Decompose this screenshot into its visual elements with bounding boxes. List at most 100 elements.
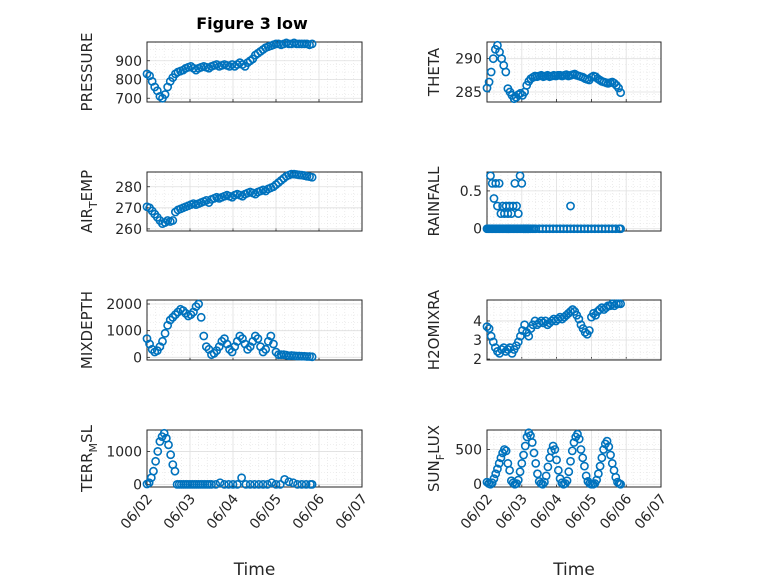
data-point (307, 479, 317, 489)
data-point (219, 479, 229, 489)
data-point (196, 312, 206, 322)
data-point (574, 434, 584, 444)
series-markers (142, 169, 317, 229)
data-point (538, 479, 548, 489)
data-point (494, 178, 504, 188)
data-point (513, 209, 523, 219)
data-point (501, 446, 511, 456)
x-tick-label: 06/03 (493, 491, 531, 532)
data-point (147, 344, 157, 354)
data-point (243, 344, 253, 354)
y-axis-label: MIXDEPTH (78, 291, 96, 369)
data-point (307, 352, 317, 362)
data-point (488, 54, 498, 64)
data-point (302, 352, 312, 361)
data-point (266, 331, 276, 341)
data-point (589, 308, 598, 318)
data-point (578, 453, 588, 463)
data-point (616, 299, 626, 309)
subplot-theta: 285 290 THETA (425, 40, 662, 104)
data-point (241, 479, 251, 489)
data-point (489, 194, 499, 203)
subplot-pressure: 700 800 900 PRESSURE (78, 33, 363, 111)
data-point (232, 479, 242, 489)
data-point (581, 471, 591, 481)
y-tick-label: 2000 (106, 297, 142, 313)
x-tick-label: 06/06 (290, 491, 328, 532)
y-tick-label: 3 (473, 333, 482, 349)
subplot-mixdepth: 0 1000 2000 MIXDEPTH (78, 291, 363, 369)
data-point (235, 331, 245, 341)
y-tick-label: 800 (115, 73, 142, 89)
data-point (531, 458, 541, 468)
y-tick-label: 500 (455, 442, 482, 458)
data-point (616, 224, 626, 234)
data-point (297, 479, 307, 489)
data-point (491, 469, 501, 479)
y-tick-label: 290 (455, 52, 482, 68)
data-point (288, 478, 298, 488)
y-axis-label: TERRMSL (78, 424, 100, 493)
data-point (593, 469, 603, 479)
data-point (258, 347, 268, 357)
y-tick-label: 4 (473, 314, 482, 330)
y-axis-label: H2OMIXRA (425, 289, 443, 370)
data-point (269, 339, 278, 349)
data-point (524, 331, 534, 341)
data-point (568, 305, 578, 314)
data-point (527, 438, 537, 447)
subplot-rainfall: 0 0.5 RAINFALL (425, 166, 662, 238)
data-point (253, 334, 263, 344)
data-point (607, 299, 617, 309)
y-axis-label: SUNFLUX (425, 425, 447, 492)
data-point (168, 216, 178, 225)
x-axis-label: Time (233, 560, 276, 580)
data-point (516, 88, 525, 98)
data-point (484, 324, 494, 333)
data-point (186, 310, 196, 320)
series-markers (142, 38, 317, 103)
data-point (224, 479, 234, 489)
y-axis-label: AIRTEMP (78, 170, 100, 233)
y-tick-label: 0.5 (460, 184, 482, 200)
series-markers (482, 428, 626, 489)
x-tick-label: 06/05 (247, 491, 285, 532)
data-point (499, 445, 509, 454)
data-point (536, 316, 546, 326)
data-point (170, 310, 180, 320)
y-tick-label: 1000 (106, 444, 142, 460)
data-point (228, 479, 238, 489)
data-point (482, 322, 492, 332)
data-point (258, 479, 268, 489)
y-tick-label: 900 (115, 54, 142, 70)
data-point (194, 299, 203, 309)
data-point (567, 446, 577, 456)
data-point (496, 453, 506, 463)
y-tick-label: 0 (133, 350, 142, 366)
x-tick-label: 06/04 (527, 491, 565, 532)
data-point (215, 478, 225, 488)
x-tick-label: 06/02 (118, 491, 156, 532)
data-point (168, 312, 178, 322)
y-tick-label: 270 (115, 201, 142, 217)
data-point (550, 445, 560, 454)
data-point (580, 327, 590, 337)
data-point (486, 67, 496, 77)
data-point (164, 440, 173, 450)
axes-box (146, 429, 363, 488)
data-point (566, 307, 575, 316)
data-point (606, 450, 615, 460)
data-point (584, 326, 594, 335)
x-tick-label: 06/04 (204, 491, 242, 532)
data-point (611, 224, 621, 234)
data-point (564, 467, 574, 477)
data-point (170, 466, 180, 476)
x-axis-label: Time (552, 560, 595, 580)
x-tick-label: 06/06 (597, 491, 635, 532)
figure-title: Figure 3 low (196, 14, 308, 33)
x-tick-label: 06/02 (458, 491, 496, 532)
data-point (566, 201, 575, 211)
data-point (149, 466, 158, 476)
data-point (489, 474, 499, 484)
series-markers (482, 40, 626, 104)
